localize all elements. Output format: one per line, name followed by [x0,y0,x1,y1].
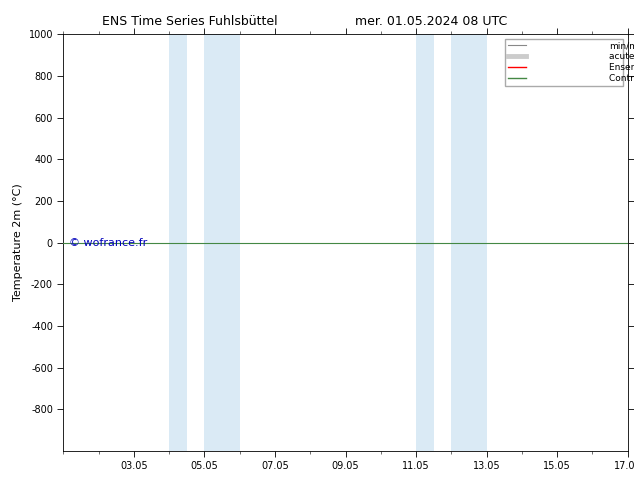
Bar [416,34,434,451]
Y-axis label: Temperature 2m (°C): Temperature 2m (°C) [13,184,23,301]
Bar [169,34,187,451]
Text: ENS Time Series Fuhlsbüttel: ENS Time Series Fuhlsbüttel [102,15,278,28]
Legend: min/max, acute;cart type, Ensemble mean run, Controll run: min/max, acute;cart type, Ensemble mean … [505,39,623,86]
Bar [451,34,487,451]
Text: © wofrance.fr: © wofrance.fr [69,238,147,247]
Bar [205,34,240,451]
Text: mer. 01.05.2024 08 UTC: mer. 01.05.2024 08 UTC [355,15,507,28]
